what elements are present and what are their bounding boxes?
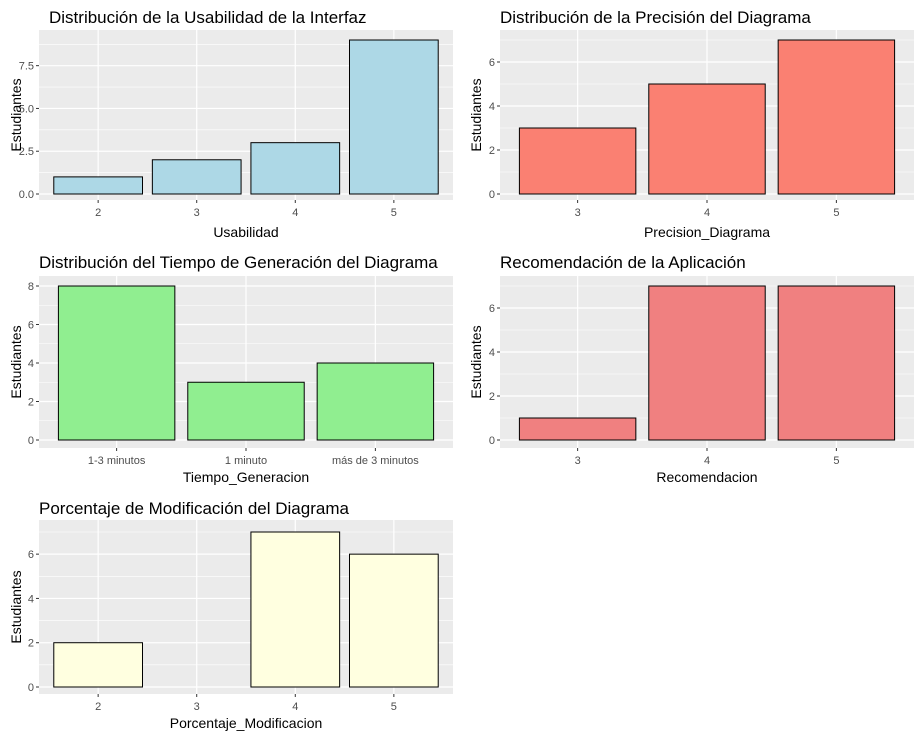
y-tick-label: 4 bbox=[489, 347, 495, 359]
x-tick-label: 3 bbox=[194, 701, 200, 713]
bar-1-minuto bbox=[187, 381, 305, 441]
bar-3 bbox=[518, 417, 637, 441]
y-tick-label: 0.0 bbox=[19, 189, 34, 201]
y-tick-label: 2 bbox=[28, 638, 34, 650]
y-tick-label: 0 bbox=[28, 682, 34, 694]
y-axis-label: Estudiantes bbox=[8, 570, 24, 643]
y-tick-label: 2 bbox=[489, 391, 495, 403]
y-tick-label: 6 bbox=[28, 320, 34, 332]
x-tick-label: 2 bbox=[95, 207, 101, 219]
x-tick-label: 5 bbox=[833, 207, 839, 219]
x-tick-label: 4 bbox=[292, 207, 298, 219]
bar-4 bbox=[250, 531, 341, 688]
x-tick-label: 3 bbox=[575, 455, 581, 467]
chart-panel-5: Porcentaje de Modificación del Diagrama 0… bbox=[8, 499, 453, 731]
y-tick-label: 8 bbox=[28, 281, 34, 293]
x-tick-label: 3 bbox=[575, 207, 581, 219]
chart-title: Porcentaje de Modificación del Diagrama bbox=[39, 499, 349, 518]
x-axis-label: Recomendacion bbox=[656, 469, 757, 485]
y-tick-label: 4 bbox=[489, 101, 495, 113]
chart-panel-1: Distribución de la Usabilidad de la Inte… bbox=[8, 8, 453, 240]
chart-title: Recomendación de la Aplicación bbox=[500, 253, 746, 272]
chart-title: Distribución de la Usabilidad de la Inte… bbox=[49, 8, 367, 27]
bar-1-3-minutos bbox=[57, 285, 176, 441]
x-tick-label: 5 bbox=[391, 701, 397, 713]
bar-5 bbox=[777, 39, 896, 195]
y-tick-label: 2.5 bbox=[19, 146, 34, 158]
y-tick-label: 2 bbox=[489, 145, 495, 157]
chart-panel-4: Recomendación de la Aplicación 0 2 4 6 3 4 5 Rec… bbox=[468, 253, 914, 485]
chart-title: Distribución del Tiempo de Generación de… bbox=[39, 253, 438, 272]
bar-5 bbox=[349, 553, 439, 688]
bar-4 bbox=[648, 83, 766, 195]
x-tick-label: 4 bbox=[704, 207, 710, 219]
x-tick-label: 1-3 minutos bbox=[88, 455, 146, 467]
x-axis-label: Usabilidad bbox=[213, 224, 278, 240]
bar-5 bbox=[349, 39, 439, 195]
chart-panel-2: Distribución de la Precisión del Diagram… bbox=[468, 8, 914, 240]
x-axis-label: Tiempo_Generacion bbox=[183, 469, 309, 485]
bar-3 bbox=[518, 127, 637, 195]
bar-2 bbox=[53, 176, 143, 195]
chart-panel-3: Distribución del Tiempo de Generación de… bbox=[8, 253, 453, 485]
chart-title: Distribución de la Precisión del Diagram… bbox=[500, 8, 811, 27]
x-tick-label: 1 minuto bbox=[225, 455, 267, 467]
y-tick-label: 7.5 bbox=[19, 61, 34, 73]
y-axis-label: Estudiantes bbox=[8, 78, 24, 151]
x-tick-label: 3 bbox=[194, 207, 200, 219]
y-tick-label: 0 bbox=[489, 435, 495, 447]
y-tick-label: 6 bbox=[489, 57, 495, 69]
x-tick-label: 4 bbox=[292, 701, 298, 713]
bar-5 bbox=[777, 285, 896, 441]
y-axis-label: Estudiantes bbox=[468, 78, 484, 151]
y-tick-label: 4 bbox=[28, 593, 34, 605]
bar-3 bbox=[151, 159, 242, 195]
x-tick-label: 2 bbox=[95, 701, 101, 713]
bar-2 bbox=[53, 642, 143, 688]
y-tick-label: 6 bbox=[28, 549, 34, 561]
x-tick-label: 5 bbox=[391, 207, 397, 219]
y-tick-label: 6 bbox=[489, 303, 495, 315]
bar-4 bbox=[250, 142, 341, 195]
x-tick-label: 4 bbox=[704, 455, 710, 467]
y-axis-label: Estudiantes bbox=[8, 325, 24, 398]
y-tick-label: 2 bbox=[28, 397, 34, 409]
x-axis-label: Porcentaje_Modificacion bbox=[170, 715, 323, 731]
bar-4 bbox=[648, 285, 766, 441]
x-axis-label: Precision_Diagrama bbox=[644, 224, 770, 240]
y-tick-label: 0 bbox=[489, 189, 495, 201]
x-tick-label: 5 bbox=[833, 455, 839, 467]
y-tick-label: 0 bbox=[28, 435, 34, 447]
bar-más-de-3-minutos bbox=[316, 362, 435, 441]
y-tick-label: 5.0 bbox=[19, 103, 34, 115]
y-tick-label: 4 bbox=[28, 358, 34, 370]
y-axis-label: Estudiantes bbox=[468, 325, 484, 398]
x-tick-label: más de 3 minutos bbox=[332, 455, 419, 467]
